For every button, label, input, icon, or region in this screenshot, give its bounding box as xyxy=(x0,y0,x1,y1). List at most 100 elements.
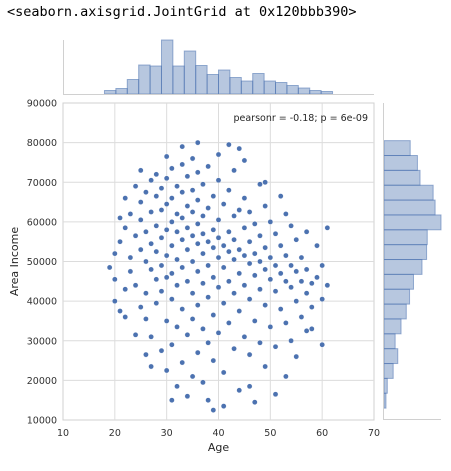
scatter-point xyxy=(246,296,253,302)
scatter-point xyxy=(210,274,217,281)
scatter-point xyxy=(210,407,217,413)
marginal-y-bar xyxy=(383,303,407,320)
y-tick-label: 10000 xyxy=(27,416,57,427)
scatter-point xyxy=(298,254,305,261)
pearsonr-annotation: pearsonr = -0.18; p = 6e-09 xyxy=(233,113,368,124)
scatter-point xyxy=(179,143,186,150)
marginal-x-bar xyxy=(252,73,265,95)
marginal-x-bar xyxy=(160,39,174,95)
scatter-point xyxy=(117,215,123,221)
scatter-point xyxy=(132,232,139,239)
scatter-point xyxy=(122,195,128,201)
scatter-point xyxy=(137,246,144,253)
scatter-point xyxy=(272,391,279,398)
scatter-point xyxy=(283,252,289,259)
scatter-point xyxy=(293,353,300,360)
x-tick-label: 20 xyxy=(109,428,121,439)
scatter-point xyxy=(112,250,118,257)
scatter-point xyxy=(267,219,274,225)
marginal-x-bar xyxy=(240,80,254,95)
scatter-point xyxy=(231,290,237,297)
x-tick-label: 70 xyxy=(368,428,380,439)
scatter-point xyxy=(174,211,180,217)
scatter-point xyxy=(200,326,206,332)
scatter-point xyxy=(283,211,289,217)
scatter-point xyxy=(303,328,310,334)
scatter-point xyxy=(194,349,201,356)
scatter-point xyxy=(272,230,279,237)
marginal-y-bar xyxy=(383,214,442,231)
scatter-point xyxy=(143,316,149,322)
y-tick-label: 30000 xyxy=(27,336,57,347)
scatter-point xyxy=(257,232,263,239)
scatter-point xyxy=(143,290,149,297)
scatter-point xyxy=(283,320,289,326)
scatter-point xyxy=(277,270,284,277)
marginal-x-bar xyxy=(183,50,197,95)
marginal-x-bar xyxy=(229,77,242,95)
scatter-point xyxy=(189,232,196,239)
scatter-point xyxy=(251,250,258,257)
scatter-point xyxy=(277,193,284,199)
scatter-point xyxy=(314,242,320,249)
scatter-point xyxy=(127,254,134,261)
scatter-point xyxy=(174,282,180,289)
scatter-point xyxy=(241,333,248,340)
scatter-point xyxy=(169,270,175,277)
scatter-point xyxy=(148,363,154,370)
x-tick-label: 30 xyxy=(161,428,173,439)
scatter-point xyxy=(179,359,186,366)
scatter-point xyxy=(163,201,170,207)
scatter-point xyxy=(277,306,284,312)
scatter-point xyxy=(189,209,196,215)
scatter-point xyxy=(246,260,253,267)
scatter-point xyxy=(200,181,206,188)
marginal-x-bar xyxy=(275,82,288,95)
marginal-y-bar xyxy=(383,288,411,305)
marginal-y-histogram xyxy=(383,103,442,420)
scatter-point xyxy=(210,226,217,233)
scatter-point xyxy=(226,187,232,193)
scatter-point xyxy=(308,280,315,287)
scatter-point xyxy=(210,244,217,251)
scatter-point xyxy=(194,169,201,176)
scatter-point xyxy=(200,250,206,257)
marginal-y-bar xyxy=(383,140,411,157)
marginal-x-bar xyxy=(103,90,117,95)
scatter-point xyxy=(298,314,305,320)
scatter-point xyxy=(148,333,154,340)
scatter-point xyxy=(194,302,201,308)
scatter-point xyxy=(236,270,243,277)
scatter-point xyxy=(179,236,186,243)
scatter-point xyxy=(127,268,134,275)
scatter-point xyxy=(169,195,175,201)
scatter-point xyxy=(293,298,300,304)
scatter-point xyxy=(205,397,211,403)
scatter-point xyxy=(163,252,170,259)
scatter-point xyxy=(153,248,160,255)
scatter-point xyxy=(174,183,180,190)
scatter-point xyxy=(288,223,294,229)
scatter-point xyxy=(132,332,139,338)
scatter-point xyxy=(153,300,160,306)
scatter-point xyxy=(308,304,315,310)
joint-y-tick-labels: 10000 20000 30000 40000 50000 60000 70000 80000… xyxy=(27,99,57,427)
marginal-y-bar xyxy=(383,244,428,261)
scatter-point xyxy=(220,264,227,271)
scatter-point xyxy=(215,284,222,291)
scatter-point xyxy=(324,225,331,231)
scatter-point xyxy=(200,230,206,237)
scatter-point xyxy=(143,258,149,265)
marginal-x-bar xyxy=(320,91,334,95)
scatter-point xyxy=(262,244,268,251)
marginal-x-bar xyxy=(195,65,208,95)
scatter-point xyxy=(112,276,118,283)
scatter-point xyxy=(319,262,325,269)
scatter-point xyxy=(236,145,243,152)
marginal-y-bar xyxy=(383,363,394,379)
scatter-point xyxy=(194,197,201,203)
scatter-point xyxy=(215,177,222,184)
scatter-point xyxy=(143,228,149,235)
scatter-point xyxy=(158,234,165,241)
